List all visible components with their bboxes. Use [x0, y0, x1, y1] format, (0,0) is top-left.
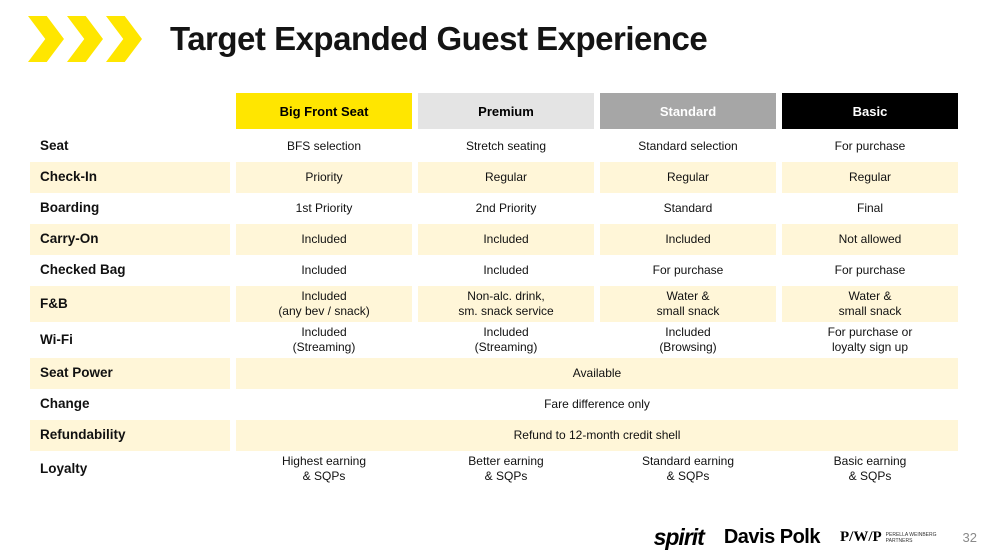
- row-value: Stretch seating: [465, 139, 547, 153]
- footer: spirit Davis Polk P/W/P PERELLA WEINBERG…: [654, 524, 977, 551]
- row-value-span: Available: [236, 358, 958, 389]
- table-row: Checked Bag Included Included For purchase F…: [30, 255, 958, 286]
- row-value: Highest earning & SQPs: [281, 454, 367, 483]
- row-value: Water & small snack: [600, 286, 776, 322]
- chevron-right-icon: [28, 16, 64, 62]
- row-label: Seat: [40, 138, 69, 154]
- row-label: Checked Bag: [40, 262, 126, 278]
- row-value: Included: [236, 224, 412, 255]
- table-body: Seat BFS selection Stretch seating Standard…: [30, 131, 958, 487]
- pwp-logo-text: P/W/P: [840, 529, 882, 545]
- column-header: Basic: [782, 93, 958, 129]
- row-value: Regular: [782, 162, 958, 193]
- table-row: Loyalty Highest earning & SQPs Better earn…: [30, 451, 958, 487]
- table-row: Check-In Priority Regular Regular Regular: [30, 162, 958, 193]
- row-label: Refundability: [30, 420, 230, 451]
- table-row: Seat Power Available: [30, 358, 958, 389]
- comparison-table: Big Front Seat Premium Standard Basic Seat B…: [30, 93, 958, 487]
- row-label: F&B: [30, 286, 230, 322]
- row-label: Check-In: [30, 162, 230, 193]
- row-value: 2nd Priority: [475, 201, 537, 215]
- table-row: Refundability Refund to 12-month credit s…: [30, 420, 958, 451]
- table-row: F&B Included (any bev / snack) Non-alc. dr…: [30, 286, 958, 322]
- table-row: Seat BFS selection Stretch seating Standard…: [30, 131, 958, 162]
- column-header: Premium: [418, 93, 594, 129]
- row-value: Standard selection: [638, 139, 738, 153]
- row-value-span: Refund to 12-month credit shell: [236, 420, 958, 451]
- row-value: For purchase: [834, 263, 906, 277]
- table-row: Boarding 1st Priority 2nd Priority Standard…: [30, 193, 958, 224]
- row-label: Boarding: [40, 200, 100, 216]
- row-value: Included: [301, 263, 347, 277]
- row-value: Water & small snack: [782, 286, 958, 322]
- row-value: BFS selection: [286, 139, 362, 153]
- page-number: 32: [962, 530, 977, 545]
- row-value: Better earning & SQPs: [468, 454, 544, 483]
- table-row: Carry-On Included Included Included Not allo…: [30, 224, 958, 255]
- row-value: For purchase or loyalty sign up: [827, 325, 913, 354]
- column-header: Big Front Seat: [236, 93, 412, 129]
- row-label: Wi-Fi: [40, 331, 73, 347]
- row-value: Included: [483, 263, 529, 277]
- spirit-logo: spirit: [653, 524, 705, 550]
- pwp-logo-subtext: PERELLA WEINBERG PARTNERS: [885, 531, 937, 544]
- davis-polk-logo: Davis Polk: [723, 526, 821, 548]
- row-value: For purchase: [652, 263, 724, 277]
- pwp-logo: P/W/P PERELLA WEINBERG PARTNERS: [840, 529, 937, 546]
- row-value: Non-alc. drink, sm. snack service: [418, 286, 594, 322]
- row-value: Included (Streaming): [474, 325, 538, 354]
- row-label: Carry-On: [30, 224, 230, 255]
- row-value: Not allowed: [782, 224, 958, 255]
- row-value: Basic earning & SQPs: [833, 454, 907, 483]
- slide-header: Target Expanded Guest Experience: [0, 0, 989, 62]
- row-value: Included: [600, 224, 776, 255]
- chevron-right-icon: [67, 16, 103, 62]
- column-header: Standard: [600, 93, 776, 129]
- table-row: Change Fare difference only: [30, 389, 958, 420]
- chevrons-icon: [28, 16, 142, 62]
- row-value: Priority: [236, 162, 412, 193]
- row-value: Final: [856, 201, 883, 215]
- row-value: For purchase: [834, 139, 906, 153]
- table-row: Wi-Fi Included (Streaming) Included (Strea…: [30, 322, 958, 358]
- chevron-right-icon: [106, 16, 142, 62]
- row-value: Included: [418, 224, 594, 255]
- row-value: Regular: [418, 162, 594, 193]
- table-header: Big Front Seat Premium Standard Basic: [30, 93, 958, 129]
- row-label: Seat Power: [30, 358, 230, 389]
- row-value: Included (any bev / snack): [236, 286, 412, 322]
- row-value: Included (Streaming): [292, 325, 356, 354]
- row-value: Standard earning & SQPs: [641, 454, 735, 483]
- row-value-span: Fare difference only: [544, 397, 650, 411]
- header-empty-cell: [30, 93, 230, 129]
- row-value: Standard: [663, 201, 713, 215]
- slide-title: Target Expanded Guest Experience: [170, 20, 708, 57]
- row-value: Included (Browsing): [659, 325, 717, 354]
- row-label: Loyalty: [40, 460, 88, 476]
- row-label: Change: [40, 396, 90, 412]
- row-value: Regular: [600, 162, 776, 193]
- row-value: 1st Priority: [295, 201, 353, 215]
